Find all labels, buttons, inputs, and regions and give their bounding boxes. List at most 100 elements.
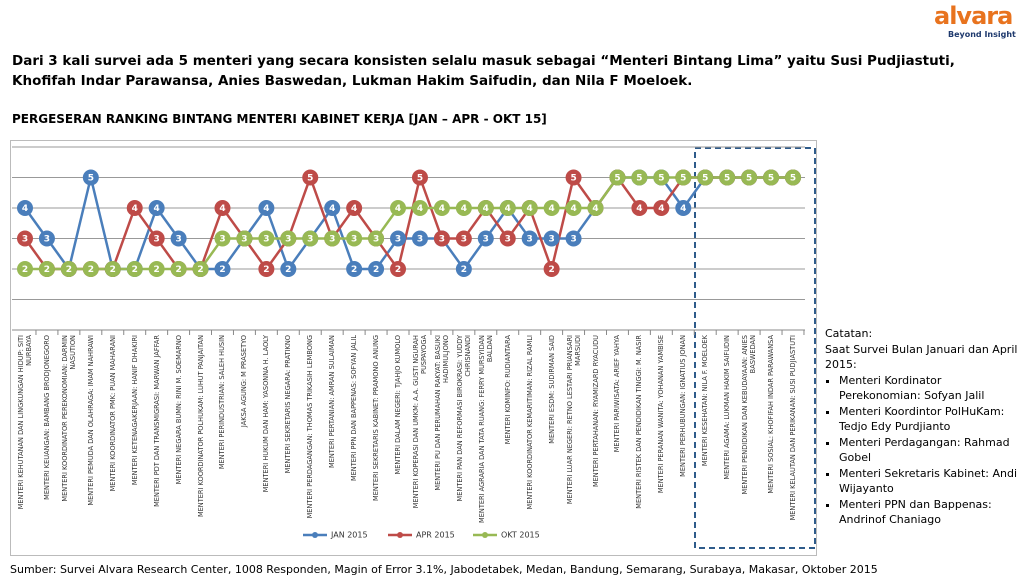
x-tick-label: MENTERI PARIWISATA: ARIEF YAHYA <box>613 335 622 453</box>
x-tick-label: JAKSA AGUNG: M PRASETYO <box>240 335 249 428</box>
x-tick-label: MENTERI PERINDUSTRIAN: SALEH HUSIN <box>218 335 227 470</box>
value-label: 3 <box>241 235 247 245</box>
value-label: 3 <box>22 235 28 245</box>
marker <box>368 230 385 247</box>
value-label: 2 <box>175 265 181 275</box>
x-tick-label: MENTERI KEUANGAN: BAMBANG BRODJONEGORO <box>42 335 51 500</box>
marker <box>653 169 670 186</box>
x-tick-label: MENTERI PDT DAN TRANSMIGRASI: MARWAN JAF… <box>152 335 161 507</box>
x-tick-label: MENTERI PENDIDIKAN DAN KEBUDAYAAN: ANIES… <box>741 335 758 495</box>
marker <box>60 261 77 277</box>
marker <box>258 261 275 277</box>
chart-frame <box>10 140 817 556</box>
marker <box>258 230 275 247</box>
x-tick-label: MENTERI DALAM NEGERI: TJAHJO KUMOLO <box>394 335 403 475</box>
note-item: Menteri Sekretaris Kabinet: Andi Wijayan… <box>839 466 1020 497</box>
value-label: 3 <box>439 235 445 245</box>
x-tick-label: MENTERI KOORDINATOR PEREKONOMIAN: DARMIN… <box>60 335 77 502</box>
marker <box>324 230 341 247</box>
x-tick-label: MENTERI SEKRETARIS KABINET: PRAMONO ANUN… <box>372 335 381 501</box>
x-tick-label: MENTERI NEGARA BUMN: RINI M. SOEMARNO <box>174 335 183 485</box>
x-tick-label: MENTERI PERANAN WANITA: YOHANAN YAMBISE <box>657 335 666 494</box>
value-label: 3 <box>395 235 401 245</box>
value-label: 2 <box>66 265 72 275</box>
marker <box>236 230 253 247</box>
marker <box>785 169 801 186</box>
marker <box>411 169 428 186</box>
value-label: 3 <box>263 235 269 245</box>
marker <box>346 200 363 216</box>
marker <box>390 200 407 216</box>
marker <box>433 230 450 247</box>
x-tick-label: MENTERI KESEHATAN: NILA F. MOELOEK <box>701 335 710 467</box>
marker <box>170 261 187 277</box>
marker <box>104 261 121 277</box>
marker <box>192 261 209 277</box>
value-label: 4 <box>263 204 269 214</box>
value-label: 5 <box>680 174 686 184</box>
marker <box>38 261 55 277</box>
marker <box>280 261 297 277</box>
value-label: 2 <box>461 265 467 275</box>
value-label: 4 <box>592 204 598 214</box>
notes-intro: Saat Survei Bulan Januari dan April 2015… <box>825 342 1018 372</box>
marker <box>82 261 99 277</box>
x-tick-label: MENTERI KETENAGAKERJAAN: HANIF DHAKIRI <box>130 335 139 486</box>
marker <box>324 200 341 216</box>
legend-marker <box>312 532 318 538</box>
marker <box>521 230 538 247</box>
value-label: 5 <box>724 174 730 184</box>
marker <box>346 261 363 277</box>
value-label: 5 <box>417 174 423 184</box>
value-label: 4 <box>483 204 489 214</box>
value-label: 5 <box>570 174 576 184</box>
logo: alvara <box>934 2 1013 30</box>
marker <box>675 169 692 186</box>
x-tick-label: MENTERI PERTAHANAN: RYAMIZARD RYACUDU <box>591 335 600 488</box>
x-tick-label: MENTERI PERDAGANGAN: THOMAS TRIKASIH LEM… <box>306 335 315 519</box>
value-label: 2 <box>395 265 401 275</box>
value-label: 4 <box>132 204 138 214</box>
legend-marker <box>397 532 403 538</box>
marker <box>587 200 604 216</box>
marker <box>390 261 407 277</box>
marker <box>543 261 560 277</box>
marker <box>719 169 736 186</box>
note-item: Menteri PPN dan Bappenas: Andrinof Chani… <box>839 497 1020 528</box>
marker <box>477 230 494 247</box>
x-tick-label: MENTERI SOSIAL: KHOFIFAH INDAR PARAWANSA <box>767 335 776 494</box>
marker <box>148 230 165 247</box>
value-label: 2 <box>285 265 291 275</box>
x-tick-label: MENTERI KEHUTANAN DAN LINGKUNGAN HIDUP: … <box>17 335 33 510</box>
marker <box>565 169 582 186</box>
x-tick-label: MENTERI KELAUTAN DAN PERIKANAN: SUSI PUD… <box>789 335 797 521</box>
source: Sumber: Survei Alvara Research Center, 1… <box>10 563 878 576</box>
marker <box>82 169 99 186</box>
marker <box>280 230 297 247</box>
x-tick-label: MENTERI HUKUM DAN HAM: YASONNA H. LAOLY <box>262 335 271 493</box>
marker <box>763 169 780 186</box>
value-label: 5 <box>658 174 664 184</box>
value-label: 3 <box>175 235 181 245</box>
value-label: 3 <box>219 235 225 245</box>
value-label: 3 <box>154 235 160 245</box>
value-label: 3 <box>505 235 511 245</box>
value-label: 2 <box>154 265 160 275</box>
value-label: 3 <box>373 235 379 245</box>
value-label: 2 <box>88 265 94 275</box>
value-label: 5 <box>790 174 796 184</box>
value-label: 2 <box>219 265 225 275</box>
x-tick-label: MENTERI AGAMA: LUKMAN HAKIM SAIFUDIN <box>723 335 732 480</box>
legend-marker <box>482 532 488 538</box>
value-label: 2 <box>548 265 554 275</box>
notes: Catatan: Saat Survei Bulan Januari dan A… <box>825 326 1020 528</box>
x-tick-label: MENTERI RISTEK DAN PENDIDIKAN TINGGI: M.… <box>635 335 644 509</box>
marker <box>455 200 472 216</box>
chart-title: PERGESERAN RANKING BINTANG MENTERI KABIN… <box>12 112 547 126</box>
marker <box>543 200 560 216</box>
value-label: 3 <box>285 235 291 245</box>
value-label: 4 <box>219 204 225 214</box>
x-tick-label: MENTERI PEMUDA DAN OLAHRAGA: IMAM NAHRAW… <box>86 335 95 506</box>
x-tick-label: MENTERI AGRARIA DAN TATA RUANG: FERRY MU… <box>477 335 494 523</box>
